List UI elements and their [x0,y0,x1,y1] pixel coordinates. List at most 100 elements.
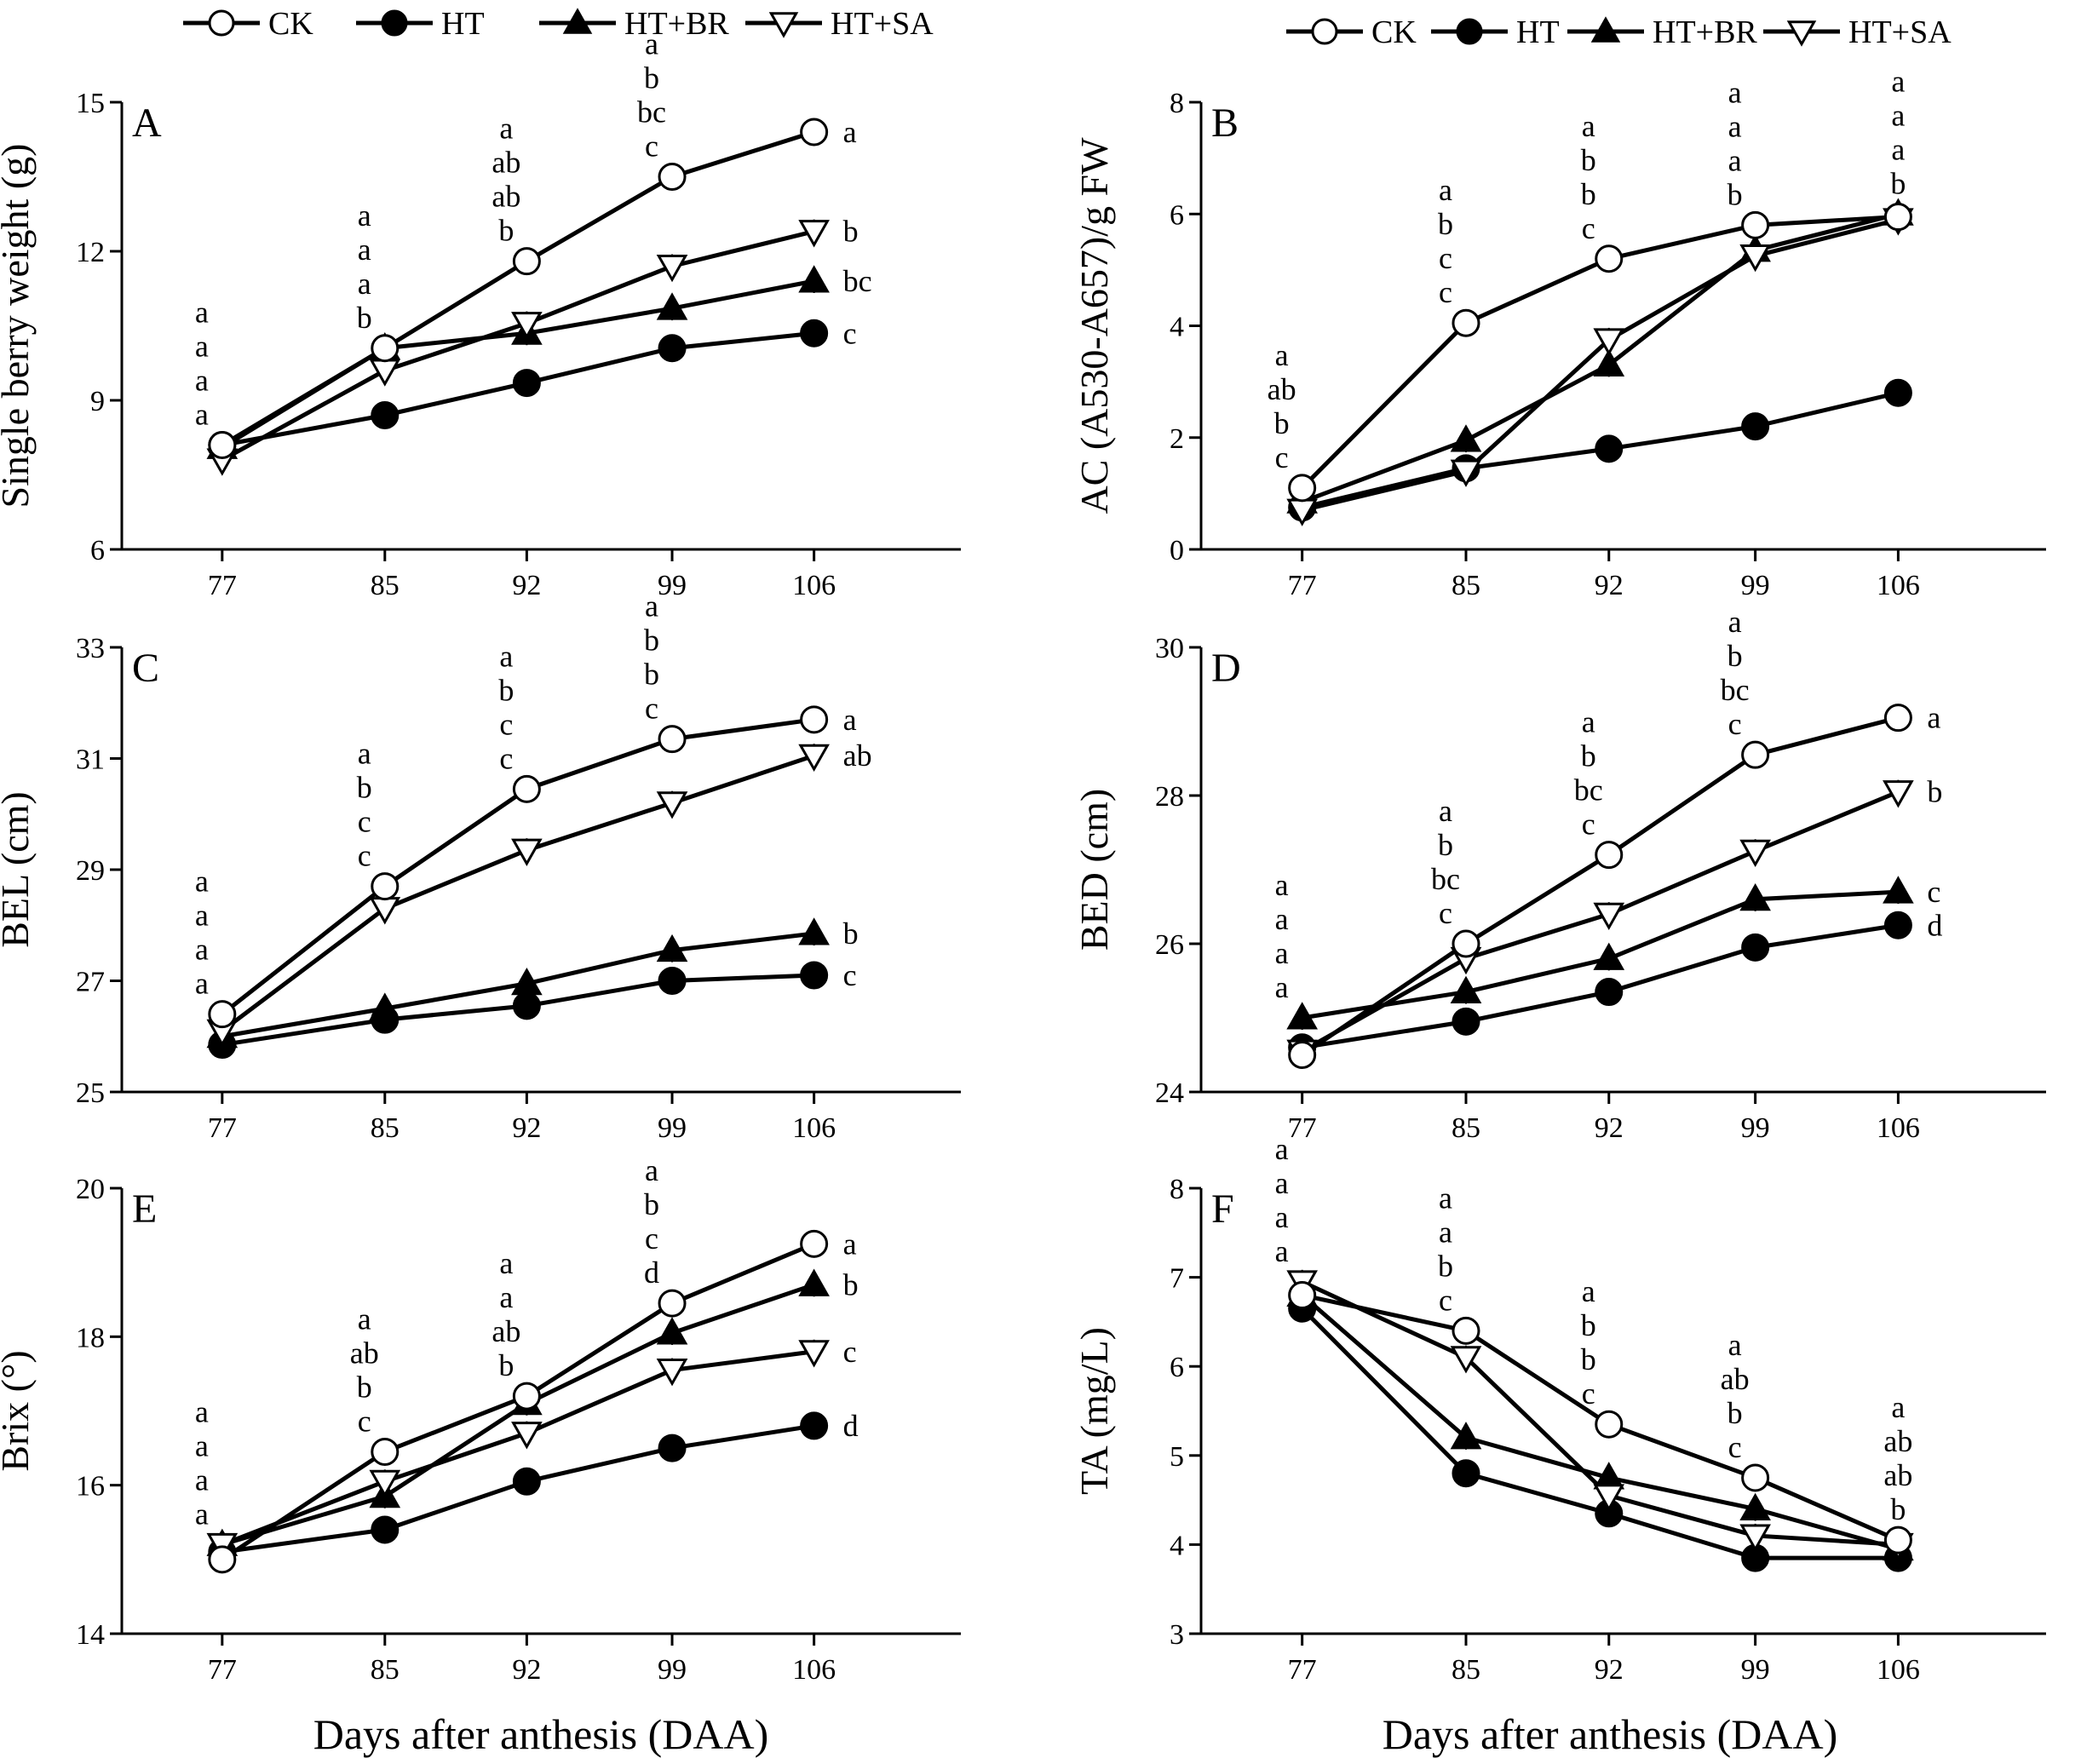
x-tick-label: 85 [1452,1654,1480,1686]
series-points-ht-sa [1286,779,1914,1067]
y-tick-label: 25 [76,1077,105,1109]
significance-letter: a [1439,1181,1452,1215]
y-tick-label: 31 [76,744,105,776]
x-tick-label: 106 [1877,1654,1920,1686]
significance-letter: a [1439,173,1452,207]
end-letter-ht: c [843,958,857,992]
end-letter-ht-br: b [843,1267,859,1301]
significance-letter: a [1728,605,1742,639]
x-tick-label: 99 [1741,1654,1770,1686]
series-points-ht-br [206,917,830,1049]
significance-letter: c [358,839,371,873]
end-letter-ht-br: c [1927,875,1940,909]
x-tick-label: 85 [371,1112,400,1144]
x-ticks: 77 85 92 99 106 [1288,549,1920,601]
significance-letter: a [1728,143,1742,177]
data-point [1741,210,1770,239]
significance-letter: b [1727,639,1743,673]
y-axis-label: Single berry weight (g) [0,144,37,509]
end-letter-ck: a [843,1227,857,1261]
legend-item-ht: HT [1431,14,1560,50]
y-tick-label: 4 [1170,1530,1184,1561]
data-point [371,1515,400,1544]
data-point [371,872,400,901]
significance-letter: c [499,707,513,741]
data-point [208,1000,237,1029]
y-tick-label: 15 [76,88,105,119]
data-point [1883,911,1912,939]
significance-letter: c [1582,807,1595,842]
data-point [1288,1281,1317,1310]
series-points-ck [208,705,829,1029]
x-tick-label: 106 [792,1112,836,1144]
x-tick-label: 99 [1741,570,1770,601]
significance-letter: b [498,673,514,707]
data-point [1593,328,1625,356]
significance-letter: a [1728,109,1742,143]
filled-triangle-up-icon [1590,16,1621,43]
data-point [512,247,541,276]
significance-letter: ab [1721,1362,1750,1396]
legend-label-ht-br: HT+BR [624,6,729,42]
significance-letter: a [499,112,513,146]
y-tick-label: 8 [1170,88,1184,119]
significance-letter: b [357,771,372,805]
data-point [511,312,543,340]
series-points-ck [208,118,829,459]
significance-letter: c [1439,1283,1452,1317]
panel-letter: A [132,101,162,146]
y-ticks: 3 4 5 6 7 8 [1170,1174,1201,1651]
legend-item-ck: CK [1286,14,1417,50]
significance-letter: ab [1883,1458,1912,1492]
data-point [1595,434,1624,463]
significance-letter: a [499,1280,513,1314]
y-ticks: 25 27 29 31 33 [76,633,122,1109]
end-letter-ht: d [1927,908,1942,942]
x-tick-label: 92 [512,1112,541,1144]
significance-letter: a [1728,1328,1742,1362]
significance-letter: d [644,1255,659,1290]
y-tick-label: 6 [90,535,105,566]
data-point [800,118,829,147]
significance-letter: a [195,899,209,933]
significance-letter: c [1582,211,1595,245]
significance-letter: a [1891,64,1905,98]
panel-letter: E [132,1187,157,1232]
significance-letter: a [1582,109,1595,143]
significance-letter: c [1439,896,1452,930]
x-tick-label: 77 [1288,570,1317,601]
data-point [1883,876,1914,904]
significance-letter: c [1728,1430,1742,1464]
end-letters: aab bc [843,703,872,992]
data-point [1883,203,1912,232]
data-point [1741,740,1770,769]
data-point [1883,704,1912,733]
significance-letter: a [1582,1274,1595,1308]
significance-letter: b [1438,207,1453,241]
y-tick-label: 24 [1155,1077,1184,1109]
y-tick-label: 3 [1170,1619,1184,1651]
x-tick-label: 85 [371,570,400,601]
open-triangle-down-icon [1786,20,1817,47]
data-point [656,255,688,283]
significance-letter: b [1581,1308,1596,1342]
legend-item-ck: CK [183,6,313,42]
data-point [1883,780,1914,808]
significance-letter: a [1275,1132,1289,1166]
data-point [512,1467,541,1496]
x-tick-label: 85 [1452,1112,1480,1144]
data-point [1741,412,1770,441]
significance-letter: bc [1721,673,1750,707]
x-tick-label: 106 [792,1654,836,1686]
significance-letter: a [358,737,371,771]
x-tick-label: 99 [658,1654,687,1686]
panel-letter: B [1211,101,1239,146]
y-axis-label: TA (mg/L) [1072,1327,1116,1495]
x-tick-label: 77 [208,1112,237,1144]
